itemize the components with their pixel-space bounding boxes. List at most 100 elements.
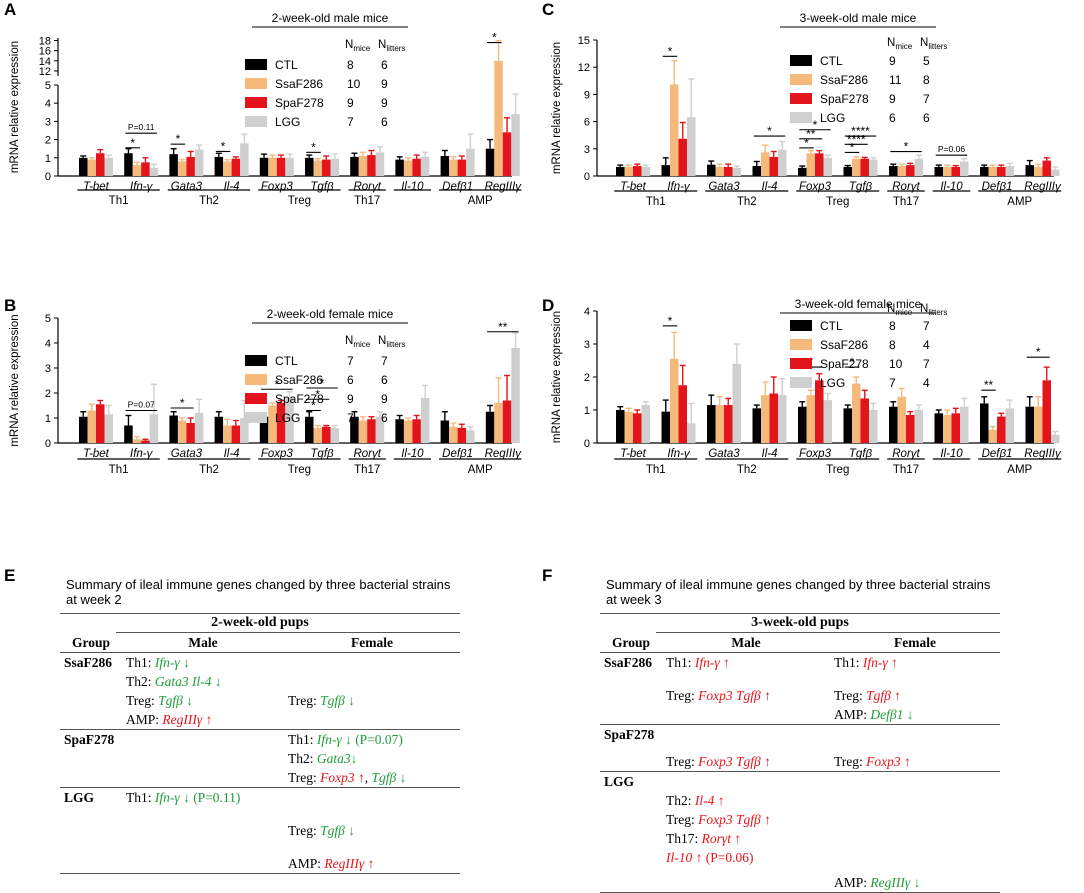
significance-label: *	[813, 118, 818, 132]
bar	[186, 423, 195, 443]
significance-label: *	[668, 44, 673, 58]
p-value: (P=0.07)	[355, 732, 403, 747]
up-arrow-icon: ↑	[894, 688, 901, 703]
group-label: Th17	[354, 464, 380, 476]
panel-letter-d: D	[542, 296, 555, 315]
y-tick-label: 16	[39, 46, 51, 58]
p-value: (P=0.06)	[705, 850, 754, 865]
legend-n-mice: 9	[347, 96, 354, 110]
up-arrow-icon: ↑	[734, 831, 742, 846]
gene-foxp3-tgfb: Foxp3 Tgfβ	[698, 688, 761, 703]
chart-d-3wk-female: 0 1 2 3 4 mRNA relative expression T-bet Ifn-γ G…	[551, 297, 1062, 476]
panel-letter-a: A	[4, 0, 17, 19]
x-tick-label: Foxp3	[799, 181, 832, 193]
legend-label: LGG	[275, 115, 300, 129]
label-treg: Treg:	[288, 693, 321, 708]
legend-n-mice: 7	[347, 354, 354, 368]
legend-swatch	[245, 78, 267, 89]
gene-ifng: Ifn-γ	[154, 790, 180, 805]
legend-label: SpaF278	[820, 92, 869, 106]
up-arrow-icon: ↑	[367, 856, 375, 871]
group-label: Treg	[288, 464, 311, 476]
significance-label: *	[180, 396, 185, 410]
legend-n-mice: 8	[889, 319, 896, 333]
x-tick-label: Il-10	[940, 448, 963, 460]
n-mice-header: Nmice	[887, 37, 913, 51]
label-th1: Th1:	[126, 790, 155, 805]
bar	[914, 158, 923, 176]
bar	[511, 114, 520, 176]
y-tick-label: 2	[45, 135, 51, 147]
legend-label: SsaF286	[820, 73, 868, 87]
table-row: Il-10 ↑ (P=0.06)	[600, 848, 1000, 867]
significance-label: ****	[851, 124, 870, 138]
significance-label: *	[320, 376, 325, 390]
up-arrow-icon: ↑	[717, 793, 725, 808]
bar	[869, 159, 878, 176]
bar	[420, 156, 430, 176]
down-arrow-icon: ↓	[348, 693, 355, 708]
bar	[889, 406, 898, 443]
x-tick-label: Ifn-γ	[130, 181, 154, 193]
x-tick-label: RegIIIγ	[1024, 448, 1062, 460]
y-tick-label: 0	[584, 171, 590, 183]
legend-swatch	[245, 97, 267, 108]
y-tick-label: 3	[584, 339, 590, 351]
bar	[678, 138, 687, 176]
legend-label: LGG	[820, 111, 845, 125]
x-tick-label: Foxp3	[799, 448, 832, 460]
bar	[1025, 406, 1034, 443]
legend-n-litters: 7	[923, 319, 930, 333]
legend-swatch	[245, 116, 267, 127]
bar	[951, 166, 960, 176]
bar	[724, 405, 733, 443]
bar	[412, 419, 421, 443]
label-treg: Treg:	[666, 812, 699, 827]
legend-label: LGG	[275, 411, 300, 425]
bar	[240, 418, 249, 443]
gene-ifng: Ifn-γ	[316, 732, 342, 747]
legend-label: SsaF286	[275, 77, 323, 91]
legend-n-litters: 6	[381, 411, 388, 425]
bar	[752, 166, 761, 176]
legend-n-litters: 8	[923, 73, 930, 87]
col-male: Male	[188, 635, 218, 650]
panel-letter-e: E	[4, 566, 16, 585]
legend-n-litters: 5	[923, 54, 930, 68]
bar	[687, 117, 696, 176]
x-tick-label: Tgfβ	[849, 181, 873, 193]
bar	[367, 155, 376, 176]
significance-label: *	[850, 355, 855, 369]
bar	[485, 411, 495, 443]
group-name: LGG	[64, 790, 95, 805]
group-label: AMP	[468, 195, 493, 207]
bar	[322, 426, 331, 443]
bar	[707, 405, 716, 443]
legend-swatch	[790, 74, 812, 85]
bar	[906, 414, 915, 443]
x-tick-label: Defβ1	[982, 181, 1013, 193]
label-th1: Th1:	[126, 655, 155, 670]
bar	[502, 132, 512, 176]
group-label: Th2	[199, 195, 219, 207]
bar	[616, 410, 625, 443]
up-arrow-icon: ↑	[904, 754, 911, 769]
y-axis-label: mRNA relative expression	[551, 42, 563, 174]
x-tick-label: Gata3	[708, 448, 740, 460]
bar	[268, 405, 277, 443]
x-tick-label: Rorγt	[892, 181, 920, 193]
up-arrow-icon: ↑	[764, 754, 771, 769]
bar	[670, 84, 679, 176]
bar	[240, 143, 249, 176]
legend-swatch	[245, 393, 267, 404]
y-tick-label: 4	[45, 338, 51, 350]
bar	[889, 166, 898, 176]
legend-label: SpaF278	[275, 392, 324, 406]
label-th17: Th17:	[666, 831, 702, 846]
x-tick-label: Foxp3	[261, 448, 294, 460]
bar	[124, 153, 133, 176]
label-th2: Th2:	[126, 674, 155, 689]
y-axis-label: mRNA relative expression	[551, 311, 563, 443]
down-arrow-icon: ↓	[183, 790, 190, 805]
significance-label: P=0.11	[128, 122, 155, 132]
